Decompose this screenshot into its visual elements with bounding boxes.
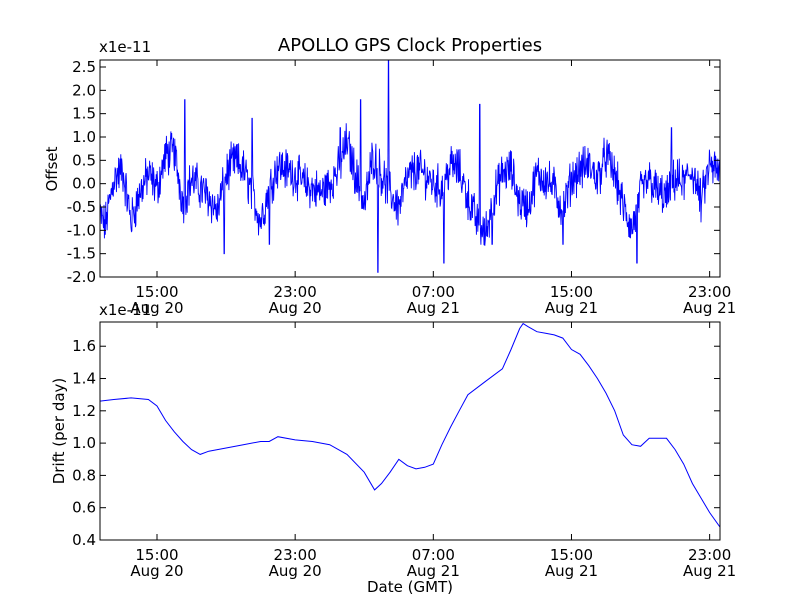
x-axis-label: Date (GMT) <box>367 578 453 596</box>
drift-xtick-label-date: Aug 20 <box>130 562 183 580</box>
offset-y-multiplier: x1e-11 <box>99 38 151 56</box>
offset-xtick-label-date: Aug 21 <box>407 299 460 317</box>
offset-axis-ticks: -2.0-1.5-1.0-0.50.00.51.01.52.02.515:00A… <box>67 58 736 317</box>
offset-line-layer <box>100 60 720 273</box>
offset-xtick-label-date: Aug 21 <box>545 299 598 317</box>
drift-xtick-label-time: 07:00 <box>412 546 455 564</box>
drift-plot-frame <box>99 321 721 541</box>
offset-ytick-label: 1.5 <box>72 105 96 123</box>
drift-xtick-label-time: 23:00 <box>274 546 317 564</box>
drift-xtick-label-time: 15:00 <box>550 546 593 564</box>
offset-ytick-label: 2.5 <box>72 58 96 76</box>
drift-ytick-label: 0.4 <box>72 531 96 549</box>
offset-xtick-label-time: 23:00 <box>688 283 731 301</box>
offset-xtick-label-time: 23:00 <box>274 283 317 301</box>
offset-xtick-label-date: Aug 20 <box>269 299 322 317</box>
offset-xtick-label-time: 07:00 <box>412 283 455 301</box>
offset-ytick-label: 0.5 <box>72 151 96 169</box>
offset-xtick-label-date: Aug 20 <box>130 299 183 317</box>
offset-ytick-label: 1.0 <box>72 128 96 146</box>
drift-ytick-label: 1.6 <box>72 337 96 355</box>
offset-ytick-label: -2.0 <box>67 268 96 286</box>
drift-series-line <box>100 322 720 528</box>
offset-series-line <box>100 60 720 273</box>
drift-ytick-label: 0.6 <box>72 499 96 517</box>
drift-y-axis-label: Drift (per day) <box>50 378 68 485</box>
offset-ytick-label: -1.0 <box>67 221 96 239</box>
offset-xtick-label-time: 15:00 <box>550 283 593 301</box>
offset-xtick-label-date: Aug 21 <box>683 299 736 317</box>
offset-plot: -2.0-1.5-1.0-0.50.00.51.01.52.02.515:00A… <box>43 38 736 317</box>
drift-xtick-label-time: 23:00 <box>688 546 731 564</box>
offset-ytick-label: 2.0 <box>72 81 96 99</box>
drift-xtick-label-date: Aug 21 <box>683 562 736 580</box>
drift-xtick-label-time: 15:00 <box>135 546 178 564</box>
drift-y-multiplier: x1e-11 <box>99 301 151 319</box>
offset-ytick-label: 0.0 <box>72 175 96 193</box>
drift-line-layer <box>100 322 720 528</box>
drift-ytick-label: 1.2 <box>72 402 96 420</box>
offset-ytick-label: -0.5 <box>67 198 96 216</box>
drift-ytick-label: 1.4 <box>72 370 96 388</box>
drift-ytick-label: 0.8 <box>72 466 96 484</box>
offset-xtick-label-time: 15:00 <box>135 283 178 301</box>
figure-title: APOLLO GPS Clock Properties <box>278 35 542 56</box>
offset-y-axis-label: Offset <box>43 146 61 191</box>
drift-xtick-label-date: Aug 21 <box>407 562 460 580</box>
offset-plot-frame <box>99 59 721 278</box>
offset-ytick-label: -1.5 <box>67 245 96 263</box>
drift-ytick-label: 1.0 <box>72 434 96 452</box>
drift-xtick-label-date: Aug 20 <box>269 562 322 580</box>
drift-xtick-label-date: Aug 21 <box>545 562 598 580</box>
